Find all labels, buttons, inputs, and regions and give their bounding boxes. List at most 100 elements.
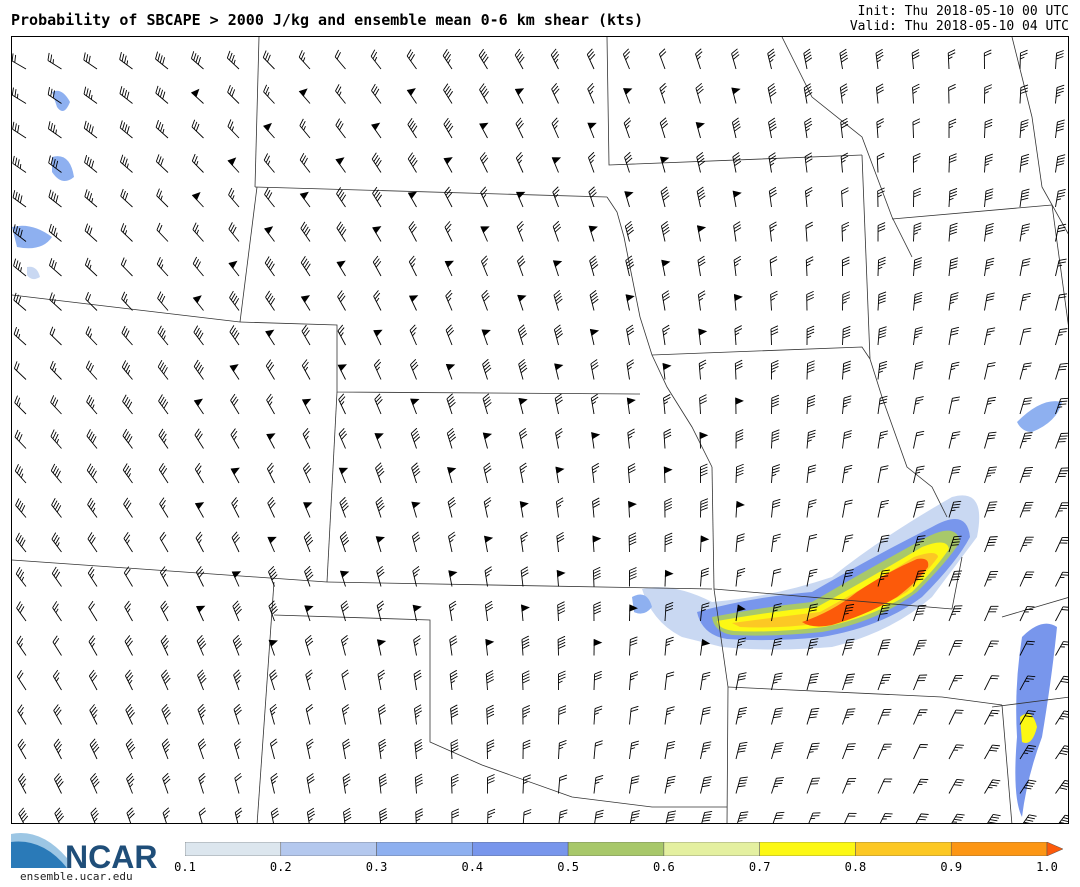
- wind-barb: [984, 501, 998, 518]
- state-border: [239, 321, 641, 395]
- wind-barb: [877, 604, 891, 622]
- wind-barb: [450, 773, 459, 794]
- wind-barb: [87, 566, 98, 587]
- wind-barb: [157, 359, 169, 380]
- wind-barb: [804, 187, 813, 208]
- wind-barb: [18, 807, 29, 823]
- wind-barb: [592, 566, 601, 587]
- wind-barb: [771, 672, 783, 691]
- state-border: [326, 581, 713, 590]
- wind-barb: [413, 669, 422, 691]
- wind-barb: [83, 52, 98, 70]
- wind-barb: [948, 257, 959, 277]
- wind-barb: [593, 601, 602, 622]
- wind-barb: [842, 325, 851, 346]
- wind-barb: [841, 256, 850, 277]
- wind-barb: [228, 222, 240, 242]
- probability-contour: [802, 558, 929, 627]
- wind-barb: [803, 83, 813, 104]
- wind-barb: [478, 48, 489, 70]
- wind-barb: [842, 708, 856, 725]
- wind-barb: [12, 155, 27, 173]
- wind-barb: [53, 704, 62, 725]
- wind-barb: [1019, 432, 1033, 449]
- wind-barb: [663, 466, 673, 484]
- wind-barb: [1055, 397, 1068, 415]
- wind-barb: [194, 462, 204, 484]
- wind-barb: [555, 428, 563, 449]
- wind-barb: [410, 427, 421, 449]
- wind-barb: [877, 674, 892, 691]
- wind-barb: [806, 638, 819, 656]
- wind-barb: [592, 535, 602, 553]
- wind-barb: [336, 260, 346, 277]
- wind-barb: [194, 428, 204, 449]
- wind-barb: [378, 738, 387, 760]
- wind-barb: [1055, 780, 1068, 794]
- wind-barb: [1019, 466, 1033, 484]
- wind-barb: [86, 429, 98, 449]
- wind-barb: [948, 361, 960, 380]
- wind-barb: [371, 122, 382, 139]
- wind-barb: [227, 119, 240, 139]
- wind-barb: [262, 50, 275, 70]
- wind-barb: [195, 566, 205, 587]
- wind-barb: [445, 363, 456, 380]
- wind-barb: [406, 49, 417, 70]
- wind-barb: [984, 153, 993, 173]
- wind-barb: [913, 396, 924, 415]
- wind-barb: [948, 326, 960, 346]
- wind-barb: [337, 364, 347, 380]
- wind-barb: [411, 531, 421, 553]
- wind-barb: [623, 88, 633, 104]
- wind-barb: [155, 51, 169, 70]
- wind-barb: [192, 295, 204, 311]
- logo-text: NCAR: [65, 839, 157, 875]
- wind-barb: [696, 225, 707, 242]
- wind-barb: [50, 463, 62, 484]
- state-border: [639, 316, 871, 360]
- state-borders: [12, 37, 1068, 823]
- wind-barb: [622, 48, 631, 70]
- wind-barb: [770, 360, 779, 380]
- wind-barb: [156, 222, 169, 242]
- wind-barb: [336, 187, 347, 208]
- wind-barb: [410, 398, 420, 415]
- colorbar-bin: [759, 842, 856, 856]
- wind-barb: [229, 290, 240, 311]
- wind-barb: [87, 532, 98, 553]
- state-border: [606, 37, 863, 166]
- wind-barb: [335, 84, 346, 104]
- wind-barb: [448, 570, 458, 587]
- wind-barb: [627, 463, 636, 484]
- wind-barb: [984, 571, 999, 587]
- wind-barb: [771, 533, 781, 553]
- wind-barb: [593, 740, 603, 760]
- wind-barb: [1055, 328, 1068, 346]
- wind-barb: [299, 152, 311, 173]
- wind-barb: [126, 807, 135, 823]
- wind-barb: [842, 603, 855, 622]
- wind-barb: [805, 256, 814, 277]
- wind-barb: [770, 290, 778, 311]
- wind-barb: [877, 743, 892, 760]
- colorbar-tick-label: 0.4: [461, 860, 484, 874]
- wind-barb: [588, 225, 598, 242]
- wind-barb: [769, 221, 777, 242]
- wind-barb: [123, 566, 133, 587]
- wind-barb: [159, 566, 169, 587]
- wind-barb: [1019, 119, 1029, 139]
- wind-barb: [15, 498, 27, 518]
- wind-barb: [190, 88, 204, 104]
- wind-barb: [268, 565, 278, 587]
- wind-barb: [806, 673, 819, 691]
- wind-barb: [299, 191, 311, 208]
- wind-barb: [558, 809, 568, 823]
- wind-barb: [336, 221, 347, 242]
- wind-barb: [303, 502, 313, 518]
- wind-barb: [342, 773, 351, 794]
- wind-barb: [768, 117, 777, 139]
- wind-barb: [984, 84, 992, 104]
- wind-barb: [625, 255, 635, 277]
- wind-barb: [550, 48, 560, 70]
